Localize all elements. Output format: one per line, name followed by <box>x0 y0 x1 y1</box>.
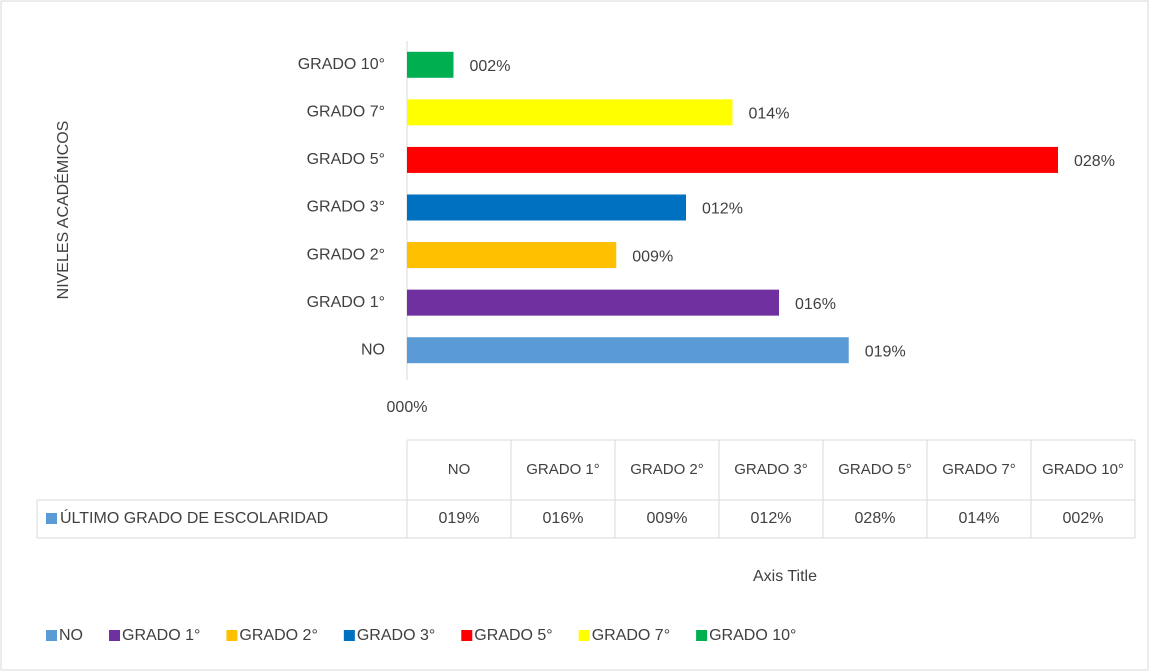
table-header: GRADO 5° <box>838 461 912 478</box>
table-header: NO <box>448 461 471 478</box>
data-label: 019% <box>865 343 906 360</box>
bar <box>407 289 779 316</box>
data-label: 014% <box>749 106 790 123</box>
legend-key <box>461 630 473 641</box>
bar <box>407 194 686 221</box>
y-axis-title: NIVELES ACADÉMICOS <box>53 121 72 300</box>
bar <box>407 146 1058 173</box>
data-label: 012% <box>702 201 743 218</box>
legend-label: GRADO 2° <box>239 627 317 644</box>
table-header: GRADO 3° <box>734 461 808 478</box>
bar <box>407 337 849 364</box>
bar <box>407 51 454 78</box>
y-tick-label: GRADO 10° <box>298 56 385 73</box>
y-tick-label: GRADO 5° <box>307 151 385 168</box>
table-cell: 012% <box>751 510 792 527</box>
y-tick-label: GRADO 1° <box>307 294 385 311</box>
y-tick-label: NO <box>361 341 385 358</box>
x-tick-label: 000% <box>387 399 428 416</box>
y-tick-label: GRADO 7° <box>307 104 385 121</box>
table-header: GRADO 1° <box>526 461 600 478</box>
legend-key <box>226 630 238 641</box>
table-cell: 028% <box>855 510 896 527</box>
legend-label: GRADO 7° <box>592 627 670 644</box>
table-row-header: ÚLTIMO GRADO DE ESCOLARIDAD <box>60 508 328 527</box>
table-cell: 016% <box>543 510 584 527</box>
legend-key <box>696 630 708 641</box>
legend-label: GRADO 1° <box>122 627 200 644</box>
y-tick-label: GRADO 2° <box>307 246 385 263</box>
y-tick-label: GRADO 3° <box>307 199 385 216</box>
legend-label: GRADO 10° <box>709 627 796 644</box>
legend-label: NO <box>59 627 83 644</box>
legend-key <box>46 630 57 641</box>
data-label: 028% <box>1074 153 1115 170</box>
table-header: GRADO 2° <box>630 461 704 478</box>
legend-key <box>578 630 590 641</box>
bar <box>407 242 617 269</box>
legend-label: GRADO 5° <box>474 627 552 644</box>
x-axis-title: Axis Title <box>753 568 817 585</box>
table-cell: 014% <box>959 510 1000 527</box>
table-header: GRADO 7° <box>942 461 1016 478</box>
legend-key <box>343 630 355 641</box>
data-label: 009% <box>632 248 673 265</box>
data-label: 016% <box>795 296 836 313</box>
bar <box>407 99 733 126</box>
legend-label: GRADO 3° <box>357 627 435 644</box>
data-label: 002% <box>470 58 511 75</box>
table-cell: 009% <box>647 510 688 527</box>
table-cell: 002% <box>1063 510 1104 527</box>
table-header: GRADO 10° <box>1042 461 1124 478</box>
table-cell: 019% <box>439 510 480 527</box>
legend-key <box>109 630 120 641</box>
table-key <box>46 513 57 524</box>
